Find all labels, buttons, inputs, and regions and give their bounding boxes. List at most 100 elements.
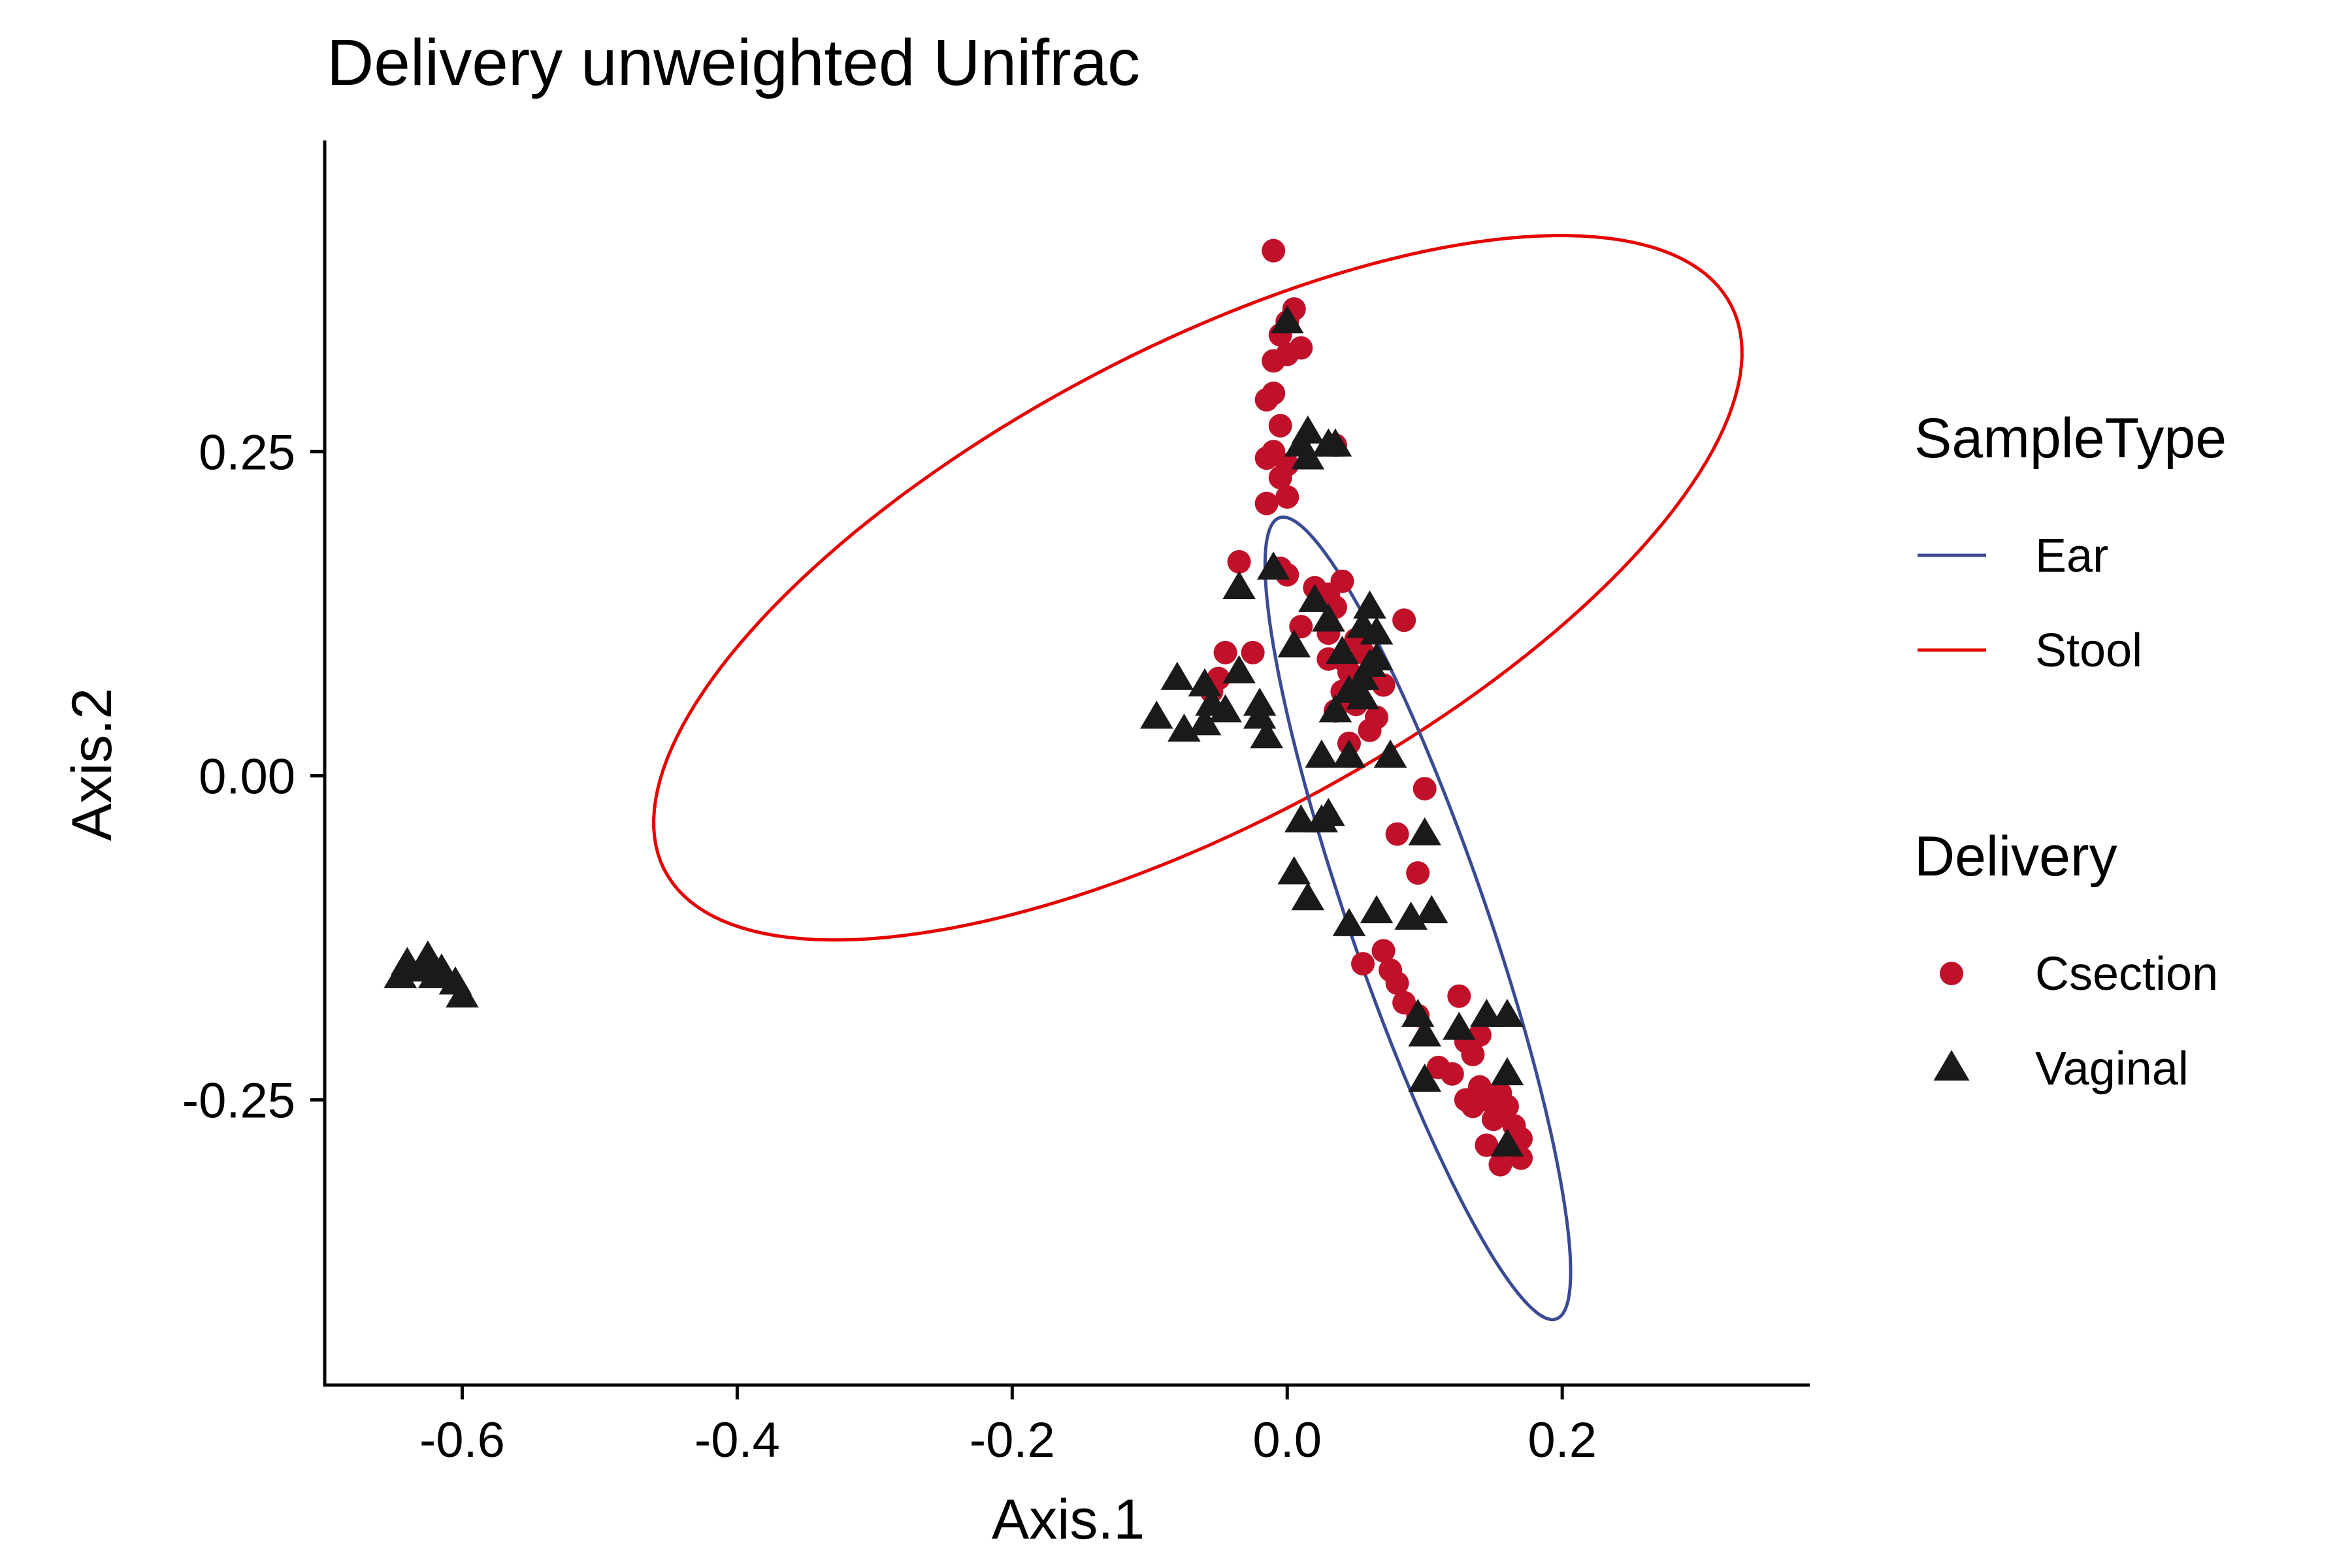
- x-tick-label: 0.2: [1527, 1413, 1597, 1468]
- point-csection: [1447, 984, 1471, 1008]
- point-csection: [1268, 465, 1292, 489]
- point-vaginal: [1360, 616, 1394, 645]
- point-csection: [1262, 381, 1286, 405]
- x-axis-ticks: -0.6 -0.4 -0.2 0.0 0.2: [419, 1385, 1597, 1468]
- point-vaginal: [1490, 1128, 1524, 1157]
- point-vaginal: [1490, 1057, 1524, 1086]
- point-vaginal: [1277, 629, 1311, 658]
- y-tick-label: 0.25: [199, 425, 295, 480]
- point-vaginal: [1298, 583, 1331, 612]
- point-vaginal: [1360, 642, 1394, 671]
- y-axis-ticks: -0.25 0.00 0.25: [182, 425, 325, 1128]
- chart-title: Delivery unweighted Unifrac: [327, 26, 1140, 99]
- point-csection: [1254, 446, 1279, 470]
- x-axis-title: Axis.1: [992, 1488, 1145, 1551]
- point-csection: [1241, 640, 1265, 664]
- point-csection: [1467, 1023, 1492, 1047]
- point-csection: [1413, 777, 1437, 801]
- y-tick-label: 0.00: [199, 749, 295, 804]
- point-vaginal: [1305, 804, 1339, 833]
- point-vaginal: [1332, 907, 1366, 936]
- point-vaginal: [1277, 856, 1311, 885]
- legend-label-vaginal: Vaginal: [2035, 1043, 2189, 1095]
- point-csection: [1358, 718, 1382, 742]
- point-vaginal: [1270, 305, 1304, 334]
- point-csection: [1262, 238, 1286, 263]
- point-csection: [1461, 1094, 1485, 1119]
- point-vaginal: [1326, 636, 1359, 664]
- point-vaginal: [1414, 895, 1448, 924]
- point-vaginal: [1291, 415, 1325, 444]
- point-csection: [1371, 673, 1396, 697]
- point-vaginal: [446, 979, 479, 1008]
- x-tick-label: -0.4: [694, 1413, 780, 1468]
- point-csection: [1350, 952, 1375, 976]
- point-csection: [1385, 822, 1409, 846]
- point-vaginal: [1360, 895, 1394, 924]
- point-csection: [1275, 342, 1299, 367]
- point-csection: [1330, 569, 1354, 593]
- point-vaginal: [1305, 739, 1339, 768]
- point-vaginal: [1209, 694, 1242, 723]
- ellipse-stool: [652, 234, 1744, 942]
- point-csection: [1275, 485, 1299, 509]
- point-csection: [1392, 608, 1416, 632]
- point-vaginal: [1353, 590, 1386, 619]
- point-vaginal: [1408, 1018, 1442, 1047]
- point-vaginal: [1188, 707, 1222, 736]
- legend-label-csection: Csection: [2035, 948, 2218, 1000]
- point-vaginal: [1256, 551, 1290, 580]
- x-tick-label: -0.2: [970, 1413, 1055, 1468]
- point-vaginal: [1408, 817, 1442, 846]
- point-vaginal: [1291, 441, 1325, 470]
- legend-title-delivery: Delivery: [1914, 825, 2117, 888]
- point-csection: [1475, 1133, 1499, 1157]
- point-vaginal: [425, 953, 459, 982]
- point-vaginal: [1291, 882, 1325, 911]
- point-vaginal: [384, 960, 417, 988]
- point-csection: [1385, 971, 1409, 995]
- point-vaginal: [1160, 661, 1194, 690]
- legend-title-sampletype: SampleType: [1914, 407, 2227, 470]
- point-vaginal: [1250, 720, 1283, 749]
- point-csection: [1268, 414, 1292, 438]
- point-csection: [1481, 1107, 1505, 1132]
- y-tick-label: -0.25: [182, 1073, 295, 1128]
- legend: SampleType Ear Stool Delivery Csection Vagina…: [1914, 407, 2227, 1095]
- point-csection: [1254, 491, 1279, 515]
- y-axis-title: Axis.2: [61, 688, 123, 841]
- x-tick-label: -0.6: [419, 1413, 505, 1468]
- point-csection: [1461, 1042, 1485, 1066]
- point-vaginal: [1401, 998, 1435, 1027]
- point-vaginal: [1408, 1064, 1442, 1092]
- legend-key-vaginal: [1933, 1050, 1970, 1081]
- legend-label-stool: Stool: [2035, 625, 2142, 677]
- point-csection: [1440, 1062, 1464, 1086]
- point-vaginal: [1490, 998, 1524, 1027]
- point-vaginal: [1346, 681, 1380, 710]
- point-vaginal: [1318, 428, 1352, 457]
- legend-label-ear: Ear: [2035, 530, 2108, 582]
- point-vaginal: [1373, 739, 1407, 768]
- point-vaginal: [1140, 700, 1173, 729]
- ellipse-ear: [1263, 515, 1573, 1322]
- point-csection: [1406, 861, 1430, 885]
- point-vaginal: [1188, 668, 1222, 696]
- x-tick-label: 0.0: [1252, 1413, 1322, 1468]
- point-vaginal: [1332, 739, 1366, 768]
- point-vaginal: [1312, 603, 1345, 632]
- point-vaginal: [411, 940, 445, 969]
- ellipse-layer: [652, 234, 1744, 1322]
- point-vaginal: [1222, 655, 1256, 683]
- point-vaginal: [1443, 1011, 1476, 1040]
- legend-key-csection: [1940, 962, 1963, 985]
- point-vaginal: [1318, 694, 1352, 723]
- point-csection: [1227, 549, 1251, 574]
- point-vaginal: [1243, 700, 1277, 729]
- point-csection: [1213, 640, 1237, 664]
- point-csection: [1371, 939, 1396, 963]
- point-vaginal: [1346, 661, 1380, 690]
- point-vaginal: [1222, 570, 1256, 599]
- point-csection: [1488, 1152, 1512, 1177]
